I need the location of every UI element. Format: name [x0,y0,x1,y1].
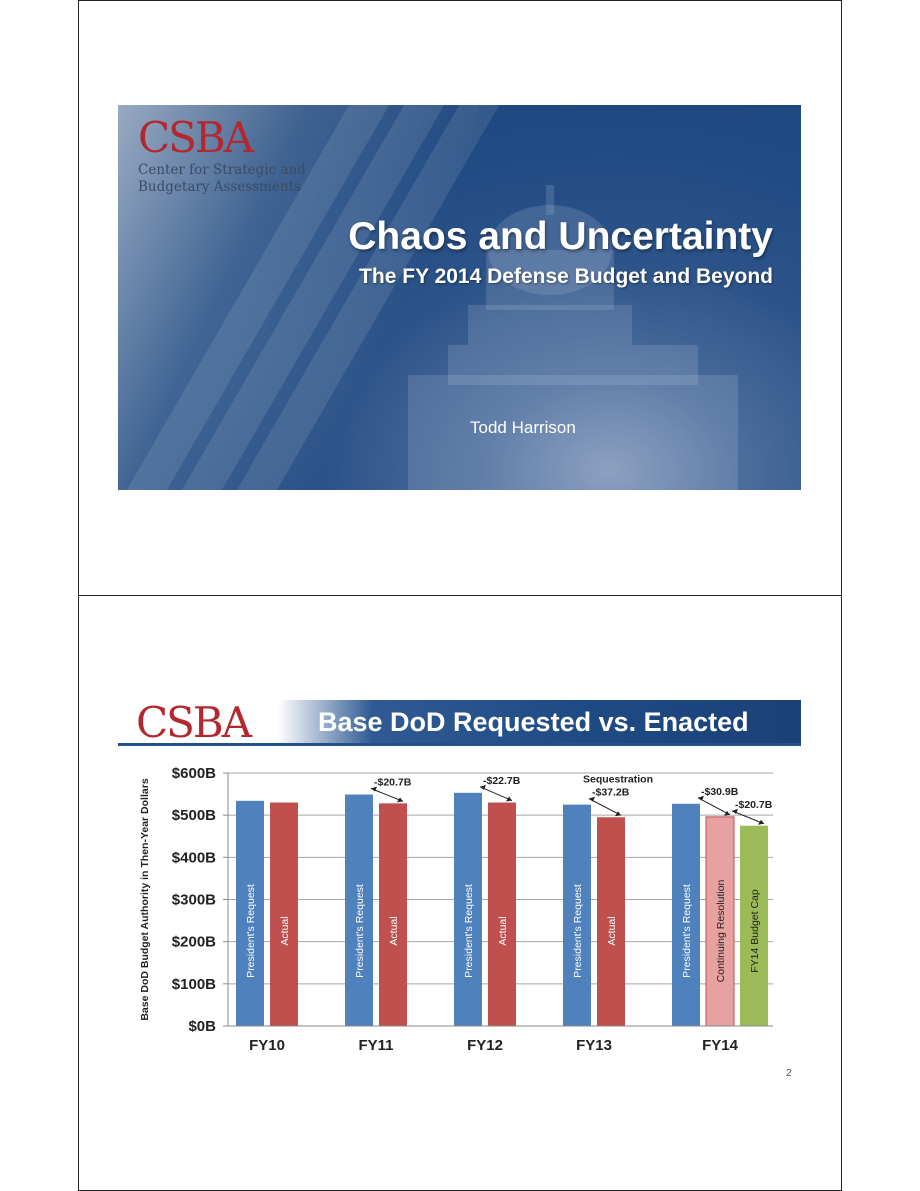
x-category-label: FY14 [702,1037,739,1054]
arrow-head [615,811,621,817]
difference-arrow [697,797,731,816]
bar-actual [270,802,298,1026]
bar-label: FY14 Budget Cap [749,889,761,973]
header-rule [118,743,801,746]
y-tick-label: $200B [172,934,216,951]
slide-subtitle: The FY 2014 Defense Budget and Beyond [359,265,773,288]
arrow-head [506,796,512,802]
bar-label: President's Request [572,884,584,978]
y-tick-label: $300B [172,892,216,909]
difference-label: -$20.7B [735,799,773,811]
y-tick-label: $400B [172,849,216,866]
bar-label: Continuing Resolution [715,879,727,982]
arrow-head [758,819,764,825]
difference-arrow [588,798,622,816]
budget-bar-chart: $0B $100B $200B $300B $400B $500B $600B Base Do… [139,765,773,1054]
slide-title: Chaos and Uncertainty [348,215,773,258]
x-category-label: FY11 [358,1037,393,1054]
y-tick-label: $600B [172,765,216,782]
header-band [278,700,801,746]
bar-request [236,800,264,1026]
y-tick-label: $0B [188,1018,216,1035]
bar-label: President's Request [681,884,693,978]
difference-label: -$20.7B [374,777,412,789]
capitol-silhouette [408,185,738,490]
difference-arrow [479,786,513,801]
bar-request [454,792,482,1026]
x-category-label: FY12 [467,1037,503,1054]
difference-arrow [370,788,404,802]
arrow-head [724,810,730,816]
bar-label: Actual [497,916,509,945]
difference-arrow [731,810,765,825]
annotation-note: Sequestration [583,774,653,786]
bar-label: President's Request [463,884,475,978]
difference-label: -$37.2B [592,787,630,799]
y-tick-label: $100B [172,976,216,993]
bar-label: Actual [279,916,291,945]
arrow-head [698,795,704,801]
arrow-head [732,808,738,814]
arrow-head [589,796,595,802]
bar-actual [379,803,407,1026]
y-tick-label: $500B [172,807,216,824]
bar-request [345,794,373,1026]
arrow-head [371,786,377,792]
csba-logo: CSBA [138,113,254,162]
bar-label: President's Request [245,884,257,978]
x-category-label: FY10 [249,1037,285,1054]
logo-subtitle-line1: Center for Strategic and [138,162,306,178]
slide-2-header: CSBA Base DoD Requested vs. Enacted [118,700,801,746]
y-axis-label: Base DoD Budget Authority in Then-Year D… [139,778,151,1020]
bar-actual [597,817,625,1026]
slide-background-sheen [118,105,478,490]
bar-request [672,803,700,1026]
author-name: Todd Harrison [470,418,576,437]
title-slide: CSBA Center for Strategic and Budgetary … [118,105,801,490]
csba-logo: CSBA [136,700,252,746]
bar-continuing-resolution [705,816,735,1027]
bar-label: Actual [388,916,400,945]
arrow-head [397,797,403,803]
slide-title: Base DoD Requested vs. Enacted [318,707,749,737]
bar-request [563,804,591,1026]
difference-label: -$22.7B [483,775,521,787]
bar-actual [488,802,516,1026]
bar-label: President's Request [354,884,366,978]
bar-budget-cap [740,825,768,1026]
bar-label: Actual [606,916,618,945]
difference-label: -$30.9B [701,786,739,798]
logo-subtitle-line2: Budgetary Assessments [138,179,302,195]
page-number: 2 [786,1068,792,1079]
x-category-label: FY13 [576,1037,612,1054]
arrow-head [480,784,486,790]
